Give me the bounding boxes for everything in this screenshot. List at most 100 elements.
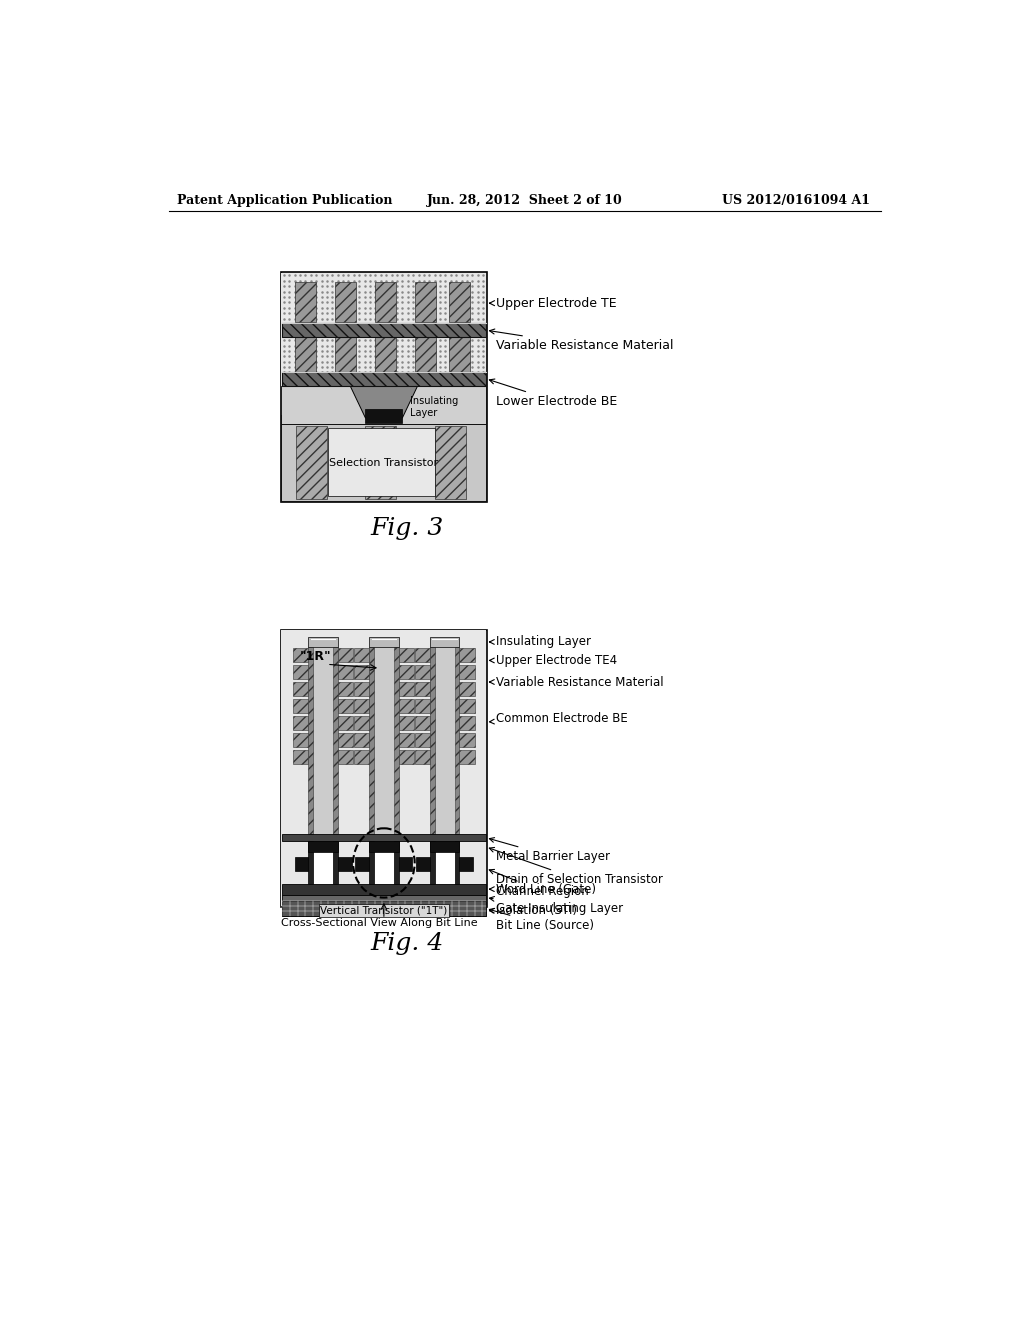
Bar (335, 281, 356, 322)
Text: Upper Electrode TE: Upper Electrode TE (489, 297, 616, 310)
Bar (354, 733, 370, 747)
Bar (335, 337, 356, 372)
Bar (455, 647, 460, 834)
Bar (460, 700, 475, 713)
Bar (394, 841, 398, 884)
Bar (283, 372, 485, 385)
Bar (329, 428, 435, 496)
Bar (460, 857, 473, 871)
Bar (435, 425, 466, 499)
Bar (430, 841, 435, 884)
Bar (366, 425, 396, 499)
Bar (354, 682, 370, 696)
Text: Word Line (Gate): Word Line (Gate) (489, 883, 596, 896)
Text: Channel Region: Channel Region (489, 870, 589, 898)
Bar (283, 900, 485, 916)
Bar (338, 648, 353, 663)
Bar (394, 647, 398, 834)
Bar (354, 750, 370, 763)
Bar (281, 630, 487, 907)
Bar (308, 647, 313, 834)
Text: Insulating
Layer: Insulating Layer (410, 396, 459, 418)
Bar (435, 647, 455, 834)
Bar (354, 665, 370, 678)
Bar (455, 841, 460, 884)
Text: Lower Electrode BE: Lower Electrode BE (489, 379, 617, 408)
Bar (293, 733, 308, 747)
Bar (415, 682, 430, 696)
Text: Vertical Transistor ("1T"): Vertical Transistor ("1T") (321, 906, 447, 916)
Bar (313, 647, 333, 834)
Bar (370, 638, 398, 647)
Bar (354, 700, 370, 713)
Bar (416, 857, 430, 871)
Bar (435, 841, 455, 884)
Bar (354, 648, 370, 663)
Bar (308, 841, 338, 853)
Bar (430, 638, 460, 647)
Bar (398, 750, 414, 763)
Text: Fig. 3: Fig. 3 (371, 517, 443, 540)
Bar (460, 665, 475, 678)
Bar (370, 841, 398, 853)
Bar (366, 409, 402, 422)
Text: Gate Insulating Layer: Gate Insulating Layer (489, 896, 624, 915)
Bar (283, 895, 485, 900)
Bar (460, 715, 475, 730)
Text: Common Electrode BE: Common Electrode BE (489, 711, 628, 725)
Bar (338, 665, 353, 678)
Bar (313, 841, 333, 884)
Bar (355, 857, 370, 871)
Text: Metal Barrier Layer: Metal Barrier Layer (489, 838, 610, 863)
Bar (460, 648, 475, 663)
Bar (398, 733, 414, 747)
Text: Bit Line (Source): Bit Line (Source) (489, 908, 594, 932)
Bar (415, 281, 436, 322)
Bar (398, 665, 414, 678)
Text: Selection Transistor: Selection Transistor (330, 458, 438, 467)
Bar (293, 700, 308, 713)
Bar (293, 648, 308, 663)
Bar (295, 337, 316, 372)
Text: Jun. 28, 2012  Sheet 2 of 10: Jun. 28, 2012 Sheet 2 of 10 (427, 194, 623, 207)
Bar (370, 841, 374, 884)
Bar (282, 424, 486, 502)
Bar (460, 733, 475, 747)
Bar (338, 715, 353, 730)
Bar (282, 273, 486, 414)
Bar (283, 834, 485, 841)
Bar (398, 648, 414, 663)
Bar (293, 715, 308, 730)
Text: Insulating Layer: Insulating Layer (489, 635, 591, 648)
Bar (449, 281, 470, 322)
Bar (338, 682, 353, 696)
Bar (398, 700, 414, 713)
Bar (296, 425, 327, 499)
Bar (283, 884, 485, 895)
Text: Upper Electrode TE4: Upper Electrode TE4 (489, 653, 617, 667)
Bar (415, 700, 430, 713)
Text: Drain of Selection Transistor: Drain of Selection Transistor (489, 847, 664, 887)
Text: Variable Resistance Material: Variable Resistance Material (489, 676, 664, 689)
Bar (283, 906, 485, 916)
Text: Variable Resistance Material: Variable Resistance Material (489, 329, 674, 352)
Bar (293, 665, 308, 678)
Bar (308, 638, 338, 647)
Bar (282, 385, 486, 424)
Text: "1R": "1R" (300, 649, 331, 663)
Bar (338, 750, 353, 763)
Bar (430, 841, 460, 853)
Bar (415, 648, 430, 663)
Bar (295, 281, 316, 322)
Text: Patent Application Publication: Patent Application Publication (177, 194, 392, 207)
Bar (415, 750, 430, 763)
Bar (398, 682, 414, 696)
Text: US 2012/0161094 A1: US 2012/0161094 A1 (722, 194, 869, 207)
Bar (460, 682, 475, 696)
Text: Isolation (STI): Isolation (STI) (489, 904, 578, 917)
Bar (398, 857, 413, 871)
Bar (338, 700, 353, 713)
Bar (415, 733, 430, 747)
Bar (293, 682, 308, 696)
Bar (415, 665, 430, 678)
